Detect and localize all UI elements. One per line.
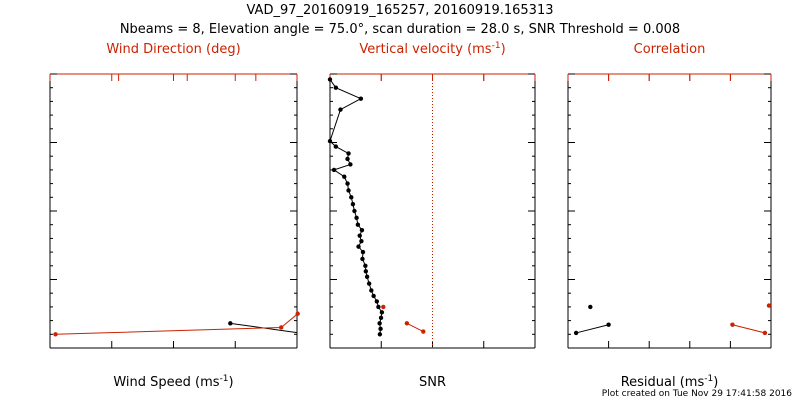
data-point — [363, 263, 368, 268]
data-point — [352, 208, 357, 214]
x-axis-label-bottom: Residual (ms-1) — [621, 374, 719, 390]
panels: Wind Speed (ms-1) Wind Direction (deg) SNR… — [49, 41, 772, 390]
series-line — [575, 324, 609, 334]
data-point — [374, 299, 380, 304]
x-axis-label-top: Correlation — [634, 42, 706, 57]
data-point — [360, 256, 365, 262]
data-point — [369, 288, 374, 293]
data-point — [371, 293, 376, 299]
figure-title: VAD_97_20160919_165257, 20160919.165313 — [247, 3, 554, 18]
data-point — [279, 325, 284, 330]
series-line — [732, 324, 766, 334]
data-point — [331, 167, 337, 173]
panel-snr: SNR Vertical velocity (ms-1) — [327, 41, 536, 390]
data-point — [377, 321, 382, 326]
series-line — [230, 322, 297, 334]
data-point — [364, 274, 370, 279]
creation-stamp: Plot created on Tue Nov 29 17:41:58 2016 — [602, 389, 792, 399]
data-point — [377, 332, 383, 337]
data-point — [606, 322, 611, 327]
data-point — [338, 107, 343, 112]
x-axis-label-bottom: Wind Speed (ms-1) — [113, 374, 233, 390]
data-point — [345, 156, 350, 162]
data-point — [356, 244, 361, 249]
x-axis-label-top: Wind Direction (deg) — [106, 42, 240, 57]
data-point — [381, 304, 386, 310]
data-point — [730, 322, 735, 327]
data-point — [327, 138, 333, 144]
data-point — [355, 222, 361, 227]
data-point — [588, 304, 593, 310]
data-point — [378, 315, 384, 321]
data-point — [366, 281, 372, 286]
series-line — [55, 313, 297, 335]
data-point — [349, 195, 354, 200]
data-point — [359, 238, 364, 244]
data-point — [346, 188, 351, 193]
data-point — [363, 269, 369, 274]
data-point — [53, 332, 58, 337]
figure-subtitle: Nbeams = 8, Elevation angle = 75.0°, sca… — [120, 22, 680, 37]
panel-wind: Wind Speed (ms-1) Wind Direction (deg) — [49, 42, 300, 390]
data-point — [342, 174, 347, 179]
data-point — [295, 311, 300, 316]
data-point — [359, 227, 365, 233]
data-point — [421, 329, 426, 334]
data-point — [228, 321, 233, 326]
data-point — [346, 151, 351, 156]
x-axis-label-top: Vertical velocity (ms-1) — [359, 41, 505, 57]
data-point — [379, 310, 385, 315]
data-point — [762, 330, 768, 336]
data-point — [378, 326, 383, 332]
data-point — [327, 77, 333, 82]
data-point — [376, 304, 381, 310]
data-point — [333, 85, 339, 90]
data-point — [350, 201, 356, 207]
data-point — [357, 233, 362, 238]
data-point — [358, 96, 364, 101]
data-point — [345, 181, 350, 186]
data-point — [404, 321, 410, 326]
data-point — [354, 215, 359, 221]
x-axis-label-bottom: SNR — [419, 375, 446, 390]
data-point — [573, 330, 579, 336]
panel-residual: Residual (ms-1) Correlation — [567, 42, 772, 390]
data-point — [348, 162, 353, 167]
data-point — [360, 249, 366, 255]
series-line — [406, 322, 424, 333]
data-point — [766, 303, 772, 308]
data-point — [333, 144, 339, 149]
